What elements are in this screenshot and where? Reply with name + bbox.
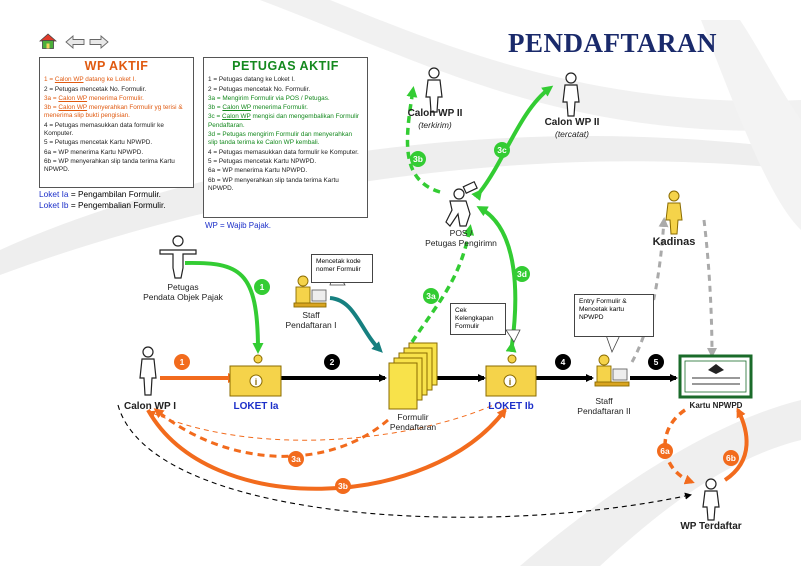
wp-aktif-heading: WP AKTIF [84,59,149,73]
arrow-3b-orange [146,407,507,491]
label-wp-terdaftar: WP Terdaftar [680,521,742,532]
wp-legend: WP = Wajib Pajak. [205,221,272,230]
step-4: 4 [561,357,566,367]
loket-ib-box: i [485,354,537,397]
step-3a-orange: 3a [291,454,301,464]
list-item: 4 = Petugas memasukkan data formulir ke … [44,121,164,138]
list-item: 5 = Petugas mencetak Kartu NPWPD. [208,157,317,165]
label-pos-petugas: POS / Petugas Pengirimn [425,228,497,248]
staff-pendaftaran-ii-icon [594,354,630,387]
step-2: 2 [330,357,335,367]
list-item: 6a = WP menerima Kartu NPWPD. [44,148,144,156]
loket-legend-ia: Loket Ia = Pengambilan Formulir. [39,189,161,199]
arrow-6b [723,407,749,482]
list-item: 1 = Calon WP datang ke Loket I. [44,76,137,84]
wp-aktif-list: 1 = Calon WP datang ke Loket I. 2 = Petug… [44,76,189,174]
label-calon-wp-ii-tercatat: Calon WP II [544,117,600,128]
arrow-1-green [184,260,264,354]
callout-entry-formulir: Entry Formulir & Mencetak kartu NPWPD [574,294,654,337]
arrow-3a-orange [153,408,389,458]
list-item: 3d = Petugas mengirim Formulir dan menye… [208,131,353,147]
step-1-orange: 1 [180,357,185,367]
page-title: PENDAFTARAN [508,28,717,58]
arrow-3a-green [410,224,475,343]
list-item: 3a = Calon WP menerima Formulir. [44,94,144,102]
arrow-3d-green [476,206,518,353]
label-loket-ib: LOKET Ib [488,401,534,412]
label-formulir-pendaftaran: Formulir Pendaftaran [389,412,437,432]
step-6a: 6a [660,446,670,456]
list-item: 6a = WP menerima Kartu NPWPD. [208,167,308,175]
callout-pointer-cek [505,329,521,343]
person-calon-wp-ii-terkirim-icon [425,67,443,113]
label-staff-pendaftaran-i: Staff Pendaftaran I [285,310,337,330]
arrow-thin-black [117,404,692,518]
loket-ia-box: i [229,354,282,397]
step-1-green: 1 [260,282,265,292]
kartu-npwpd-icon [678,354,753,399]
person-pos-icon [445,180,478,227]
petugas-aktif-heading: PETUGAS AKTIF [232,59,339,73]
step-badges [174,142,739,494]
step-3c-green: 3c [497,145,507,155]
step-3b-orange: 3b [338,481,348,491]
list-item: 1 = Petugas datang ke Loket I. [208,76,295,84]
label-kadinas: Kadinas [652,236,696,248]
person-kadinas-icon [665,190,683,235]
list-item: 3b = Calon WP menyerahkan Formulir yg te… [44,104,183,120]
loket-legend-ib: Loket Ib = Pengembalian Formulir. [39,200,166,210]
petugas-aktif-list: 1 = Petugas datang ke Loket I. 2 = Petuga… [208,76,363,193]
list-item: 6b = WP menyerahkan slip tanda terima Ka… [44,157,175,174]
arrow-3b-green [405,86,441,194]
step-3a-green: 3a [426,291,436,301]
home-icon[interactable] [39,32,57,50]
formulir-stack-icon [388,342,438,410]
arrow-left-icon[interactable] [65,35,85,49]
staff-pendaftaran-i-icon [293,275,327,308]
label-tercatat: (tercatat) [554,129,589,139]
step-3d-green: 3d [517,269,527,279]
step-5: 5 [654,357,659,367]
person-calon-wp-ii-tercatat-icon [562,72,580,117]
list-item: 2 = Petugas mencetak No. Formulir. [208,85,311,93]
loket-legend: Loket Ia = Pengambilan Formulir. Loket I… [39,189,166,211]
arrow-gray-kadinas [630,217,669,363]
arrow-gray-kartu [702,219,717,358]
label-loket-ia: LOKET Ia [233,401,279,412]
label-calon-wp-i: Calon WP I [123,401,177,412]
step-3b-green: 3b [413,154,423,164]
callout-pointer-entry [605,334,621,354]
label-terkirim: (terkirim) [418,120,452,130]
list-item: 2 = Petugas mencetak No. Formulir. [44,85,147,93]
label-calon-wp-ii-terkirim: Calon WP II [407,108,463,119]
svg-text:i: i [255,377,258,387]
arrow-thin-orange [148,401,501,441]
petugas-aktif-panel: PETUGAS AKTIF 1 = Petugas datang ke Loke… [203,57,368,218]
list-item: 3c = Calon WP mengisi dan mengembalikan … [208,113,360,129]
wp-aktif-panel: WP AKTIF 1 = Calon WP datang ke Loket I.… [39,57,194,188]
arrow-teal [329,296,383,353]
list-item: 3b = Calon WP menerima Formulir. [208,104,308,112]
step-6b: 6b [726,453,736,463]
person-wp-terdaftar-icon [702,478,720,521]
list-item: 5 = Petugas mencetak Kartu NPWPD. [44,139,153,147]
label-petugas-pendata: Petugas Pendata Objek Pajak [143,282,223,302]
person-petugas-pendata-icon [159,235,197,279]
label-staff-pendaftaran-ii: Staff Pendaftaran II [577,396,631,416]
callout-cetak-kode: Mencetak kode nomer Formulir [311,254,373,283]
callout-cek-kelengkapan: Cek Kelengkapan Formulir [450,303,506,335]
label-kartu-npwpd: Kartu NPWPD [689,401,743,410]
list-item: 6b = WP menyerahkan slip tanda terima Ka… [208,176,339,192]
person-calon-wp-i-icon [139,346,157,396]
svg-text:i: i [509,377,512,387]
list-item: 4 = Petugas memasukkan data formulir ke … [208,148,359,156]
list-item: 3a = Mengirim Formulir via POS / Petugas… [208,94,330,102]
arrow-3c-green [471,85,554,201]
arrow-right-icon[interactable] [89,35,109,49]
